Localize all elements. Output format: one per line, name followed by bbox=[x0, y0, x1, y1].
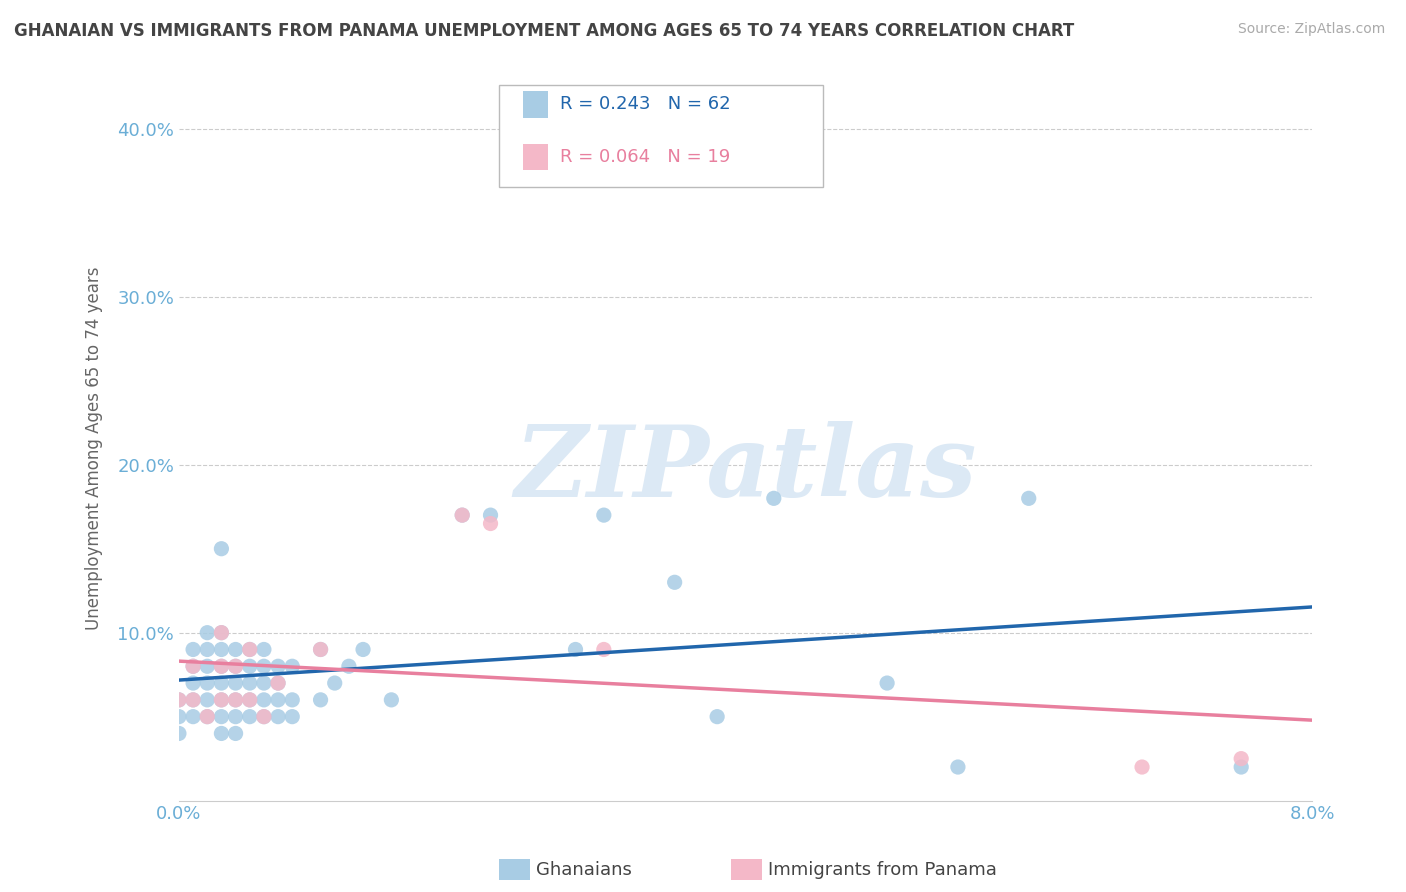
Point bbox=[239, 693, 262, 707]
Point bbox=[239, 676, 262, 690]
Y-axis label: Unemployment Among Ages 65 to 74 years: Unemployment Among Ages 65 to 74 years bbox=[86, 266, 103, 630]
Point bbox=[181, 676, 204, 690]
Text: R = 0.243   N = 62: R = 0.243 N = 62 bbox=[560, 95, 730, 113]
Point bbox=[267, 693, 290, 707]
Point bbox=[281, 709, 304, 723]
Point bbox=[167, 693, 190, 707]
Point bbox=[281, 659, 304, 673]
Point bbox=[592, 642, 614, 657]
Point bbox=[946, 760, 969, 774]
Point bbox=[1018, 491, 1040, 506]
Point bbox=[380, 693, 402, 707]
Point bbox=[209, 541, 232, 556]
Point bbox=[664, 575, 686, 590]
Point bbox=[181, 659, 204, 673]
Point bbox=[209, 625, 232, 640]
Text: ZIPatlas: ZIPatlas bbox=[515, 421, 977, 517]
Point bbox=[195, 676, 218, 690]
Point bbox=[195, 709, 218, 723]
Point bbox=[209, 726, 232, 740]
Point bbox=[309, 642, 332, 657]
Point bbox=[1230, 760, 1253, 774]
Point bbox=[706, 709, 728, 723]
Point bbox=[181, 642, 204, 657]
Point bbox=[195, 642, 218, 657]
Point bbox=[253, 693, 276, 707]
Point bbox=[167, 726, 190, 740]
Point bbox=[1130, 760, 1153, 774]
Point bbox=[451, 508, 474, 522]
Point bbox=[209, 693, 232, 707]
Point bbox=[281, 693, 304, 707]
Point bbox=[225, 642, 247, 657]
Point bbox=[267, 709, 290, 723]
Point bbox=[209, 693, 232, 707]
Point bbox=[225, 676, 247, 690]
Point bbox=[195, 709, 218, 723]
Point bbox=[309, 693, 332, 707]
Point bbox=[253, 659, 276, 673]
Point bbox=[225, 693, 247, 707]
Point bbox=[267, 676, 290, 690]
Point bbox=[267, 676, 290, 690]
Point bbox=[253, 709, 276, 723]
Point bbox=[762, 491, 785, 506]
Point bbox=[209, 659, 232, 673]
Point bbox=[253, 642, 276, 657]
Point bbox=[209, 642, 232, 657]
Text: GHANAIAN VS IMMIGRANTS FROM PANAMA UNEMPLOYMENT AMONG AGES 65 TO 74 YEARS CORREL: GHANAIAN VS IMMIGRANTS FROM PANAMA UNEMP… bbox=[14, 22, 1074, 40]
Point bbox=[239, 709, 262, 723]
Point bbox=[225, 693, 247, 707]
Point bbox=[195, 625, 218, 640]
Text: Immigrants from Panama: Immigrants from Panama bbox=[768, 861, 997, 879]
Point bbox=[209, 676, 232, 690]
Point bbox=[181, 693, 204, 707]
Point bbox=[181, 659, 204, 673]
Point bbox=[323, 676, 346, 690]
Text: Ghanaians: Ghanaians bbox=[536, 861, 631, 879]
Point bbox=[209, 709, 232, 723]
Point bbox=[209, 625, 232, 640]
Point bbox=[225, 659, 247, 673]
Text: Source: ZipAtlas.com: Source: ZipAtlas.com bbox=[1237, 22, 1385, 37]
Point bbox=[225, 659, 247, 673]
Point bbox=[352, 642, 374, 657]
Point bbox=[181, 709, 204, 723]
Point bbox=[253, 709, 276, 723]
Point bbox=[209, 659, 232, 673]
Point bbox=[239, 642, 262, 657]
Point bbox=[592, 508, 614, 522]
Point bbox=[253, 676, 276, 690]
Point bbox=[1230, 751, 1253, 765]
Point bbox=[167, 693, 190, 707]
Point bbox=[195, 659, 218, 673]
Point bbox=[239, 642, 262, 657]
Point bbox=[479, 508, 502, 522]
Point bbox=[239, 659, 262, 673]
Point bbox=[309, 642, 332, 657]
Point bbox=[225, 709, 247, 723]
Point bbox=[225, 726, 247, 740]
Point bbox=[267, 659, 290, 673]
Point bbox=[876, 676, 898, 690]
Point bbox=[195, 693, 218, 707]
Point bbox=[451, 508, 474, 522]
Point bbox=[167, 709, 190, 723]
Point bbox=[564, 642, 586, 657]
Point bbox=[239, 693, 262, 707]
Text: R = 0.064   N = 19: R = 0.064 N = 19 bbox=[560, 148, 730, 166]
Point bbox=[337, 659, 360, 673]
Point bbox=[181, 693, 204, 707]
Point bbox=[479, 516, 502, 531]
